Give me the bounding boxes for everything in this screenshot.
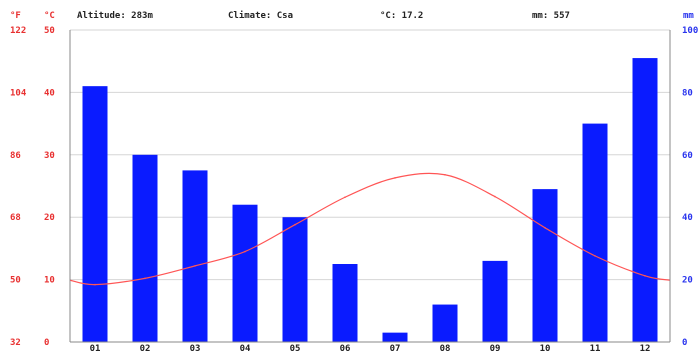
month-tick-label: 08 [440, 344, 451, 354]
mm-tick-label: 0 [682, 338, 687, 348]
temperature-curve [69, 172, 671, 286]
precipitation-bar [582, 123, 608, 342]
celsius-tick-label: 30 [44, 151, 55, 161]
temperature-point [94, 283, 96, 286]
fahrenheit-unit-label: °F [10, 11, 21, 21]
fahrenheit-tick-label: 68 [10, 213, 21, 223]
mm-tick-label: 80 [682, 88, 693, 98]
mm-unit-label: mm [683, 11, 694, 21]
celsius-tick-label: 10 [44, 276, 55, 286]
temperature-point [594, 255, 596, 257]
mm-tick-label: 40 [682, 213, 693, 223]
celsius-tick-labels: 0 10 20 30 40 50 [44, 26, 55, 348]
month-tick-label: 11 [590, 344, 601, 354]
precipitation-bar [632, 58, 658, 343]
precipitation-bar [532, 189, 558, 342]
temperature-point [644, 275, 646, 277]
fahrenheit-tick-label: 50 [10, 276, 21, 286]
month-tick-label: 09 [490, 344, 501, 354]
fahrenheit-tick-label: 104 [10, 88, 27, 98]
temperature-point [194, 265, 196, 267]
temperature-point [294, 223, 296, 226]
header-precip-total: mm: 557 [532, 11, 570, 21]
precipitation-bar [382, 332, 408, 342]
celsius-tick-label: 50 [44, 26, 55, 36]
celsius-tick-label: 40 [44, 88, 55, 98]
header-altitude: Altitude: 283m [77, 10, 153, 21]
month-tick-label: 06 [340, 344, 351, 354]
temperature-point [394, 177, 396, 179]
temperature-point [494, 195, 496, 198]
header-temp-mean: °C: 17.2 [380, 11, 423, 21]
month-tick-label: 10 [540, 344, 551, 354]
temperature-point [444, 173, 446, 176]
mm-tick-label: 60 [682, 151, 693, 161]
fahrenheit-tick-label: 86 [10, 151, 21, 161]
celsius-tick-label: 0 [44, 338, 49, 348]
precipitation-bar [182, 170, 208, 342]
mm-tick-label: 20 [682, 276, 693, 286]
temperature-point [544, 227, 546, 229]
precipitation-bars [82, 58, 658, 343]
month-tick-label: 01 [90, 344, 101, 354]
celsius-tick-label: 20 [44, 213, 55, 223]
month-tick-label: 07 [390, 344, 401, 354]
month-tick-label: 02 [140, 344, 151, 354]
mm-tick-labels: 0 20 40 60 80 100 [682, 26, 698, 348]
month-tick-labels: 01 02 03 04 05 06 07 08 09 10 11 12 [90, 344, 651, 354]
month-tick-label: 03 [190, 344, 201, 354]
celsius-unit-label: °C [44, 11, 55, 21]
fahrenheit-tick-label: 32 [10, 338, 21, 348]
header-climate: Climate: Csa [228, 10, 293, 21]
precipitation-bar [232, 204, 258, 342]
fahrenheit-tick-labels: 32 50 68 86 104 122 [10, 26, 27, 348]
temperature-line [69, 172, 671, 286]
fahrenheit-tick-label: 122 [10, 26, 26, 36]
temperature-point [344, 196, 346, 199]
temperature-point [144, 277, 146, 280]
precipitation-bar [482, 260, 508, 342]
precipitation-bar [82, 86, 108, 342]
month-tick-label: 05 [290, 344, 301, 354]
mm-tick-label: 100 [682, 26, 698, 36]
precipitation-bar [282, 217, 308, 342]
precipitation-bar [332, 264, 358, 342]
month-tick-label: 04 [240, 344, 251, 354]
month-tick-label: 12 [640, 344, 651, 354]
precipitation-bar [432, 304, 458, 342]
axes [69, 30, 671, 343]
precipitation-bar [132, 154, 158, 342]
temperature-point [244, 250, 246, 253]
